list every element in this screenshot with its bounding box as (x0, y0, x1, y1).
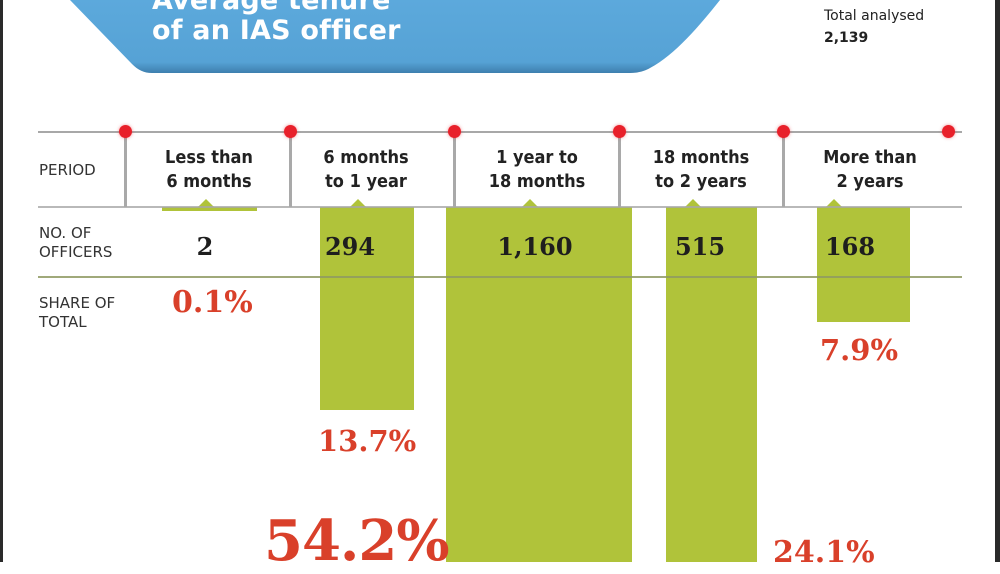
row-label-officers-line2: OFFICERS (39, 243, 113, 261)
period-header: 1 year to 18 months (462, 146, 612, 194)
period-line1: Less than (165, 147, 253, 168)
period-line1: 1 year to (496, 147, 578, 168)
officer-count: 1,160 (497, 232, 573, 261)
row-label-officers: NO. OF OFFICERS (39, 224, 112, 262)
officer-count: 168 (824, 232, 876, 261)
period-line1: More than (823, 147, 917, 168)
period-line2: 2 years (836, 171, 904, 192)
period-header: 18 months to 2 years (626, 146, 776, 194)
share-percent: 0.1% (172, 285, 253, 320)
chart-title: Average tenure of an IAS officer (152, 0, 401, 46)
bar-notch (685, 199, 701, 207)
marker-dot-icon (119, 125, 132, 138)
marker-dot-icon (448, 125, 461, 138)
bar-notch (826, 199, 842, 207)
bar-notch (522, 199, 538, 207)
bar-notch (198, 199, 214, 207)
period-header: 6 months to 1 year (291, 146, 441, 194)
title-line-2: of an IAS officer (152, 15, 401, 46)
period-line2: to 1 year (325, 171, 407, 192)
divider-post (453, 132, 456, 207)
divider-post (289, 132, 292, 207)
row-label-period: PERIOD (39, 161, 96, 179)
share-percent: 54.2% (264, 508, 450, 574)
row-label-share: SHARE OF TOTAL (39, 294, 115, 332)
divider-post (618, 132, 621, 207)
officer-count: 294 (324, 232, 376, 261)
period-header: More than 2 years (795, 146, 945, 194)
period-line1: 18 months (652, 147, 750, 168)
total-analysed-value: 2,139 (824, 30, 869, 46)
period-line2: 6 months (166, 171, 252, 192)
period-line1: 6 months (323, 147, 409, 168)
marker-dot-icon (777, 125, 790, 138)
period-line2: to 2 years (655, 171, 747, 192)
title-banner (70, 0, 720, 73)
share-percent: 7.9% (820, 333, 899, 367)
row-label-share-line2: TOTAL (39, 313, 87, 331)
marker-dot-icon (942, 125, 955, 138)
row-label-share-line1: SHARE OF (39, 294, 116, 312)
bar-less-than-6-months (162, 207, 257, 211)
divider-post (124, 132, 127, 207)
share-percent: 24.1% (773, 535, 875, 570)
frame-border-left (0, 0, 3, 562)
officer-count: 515 (674, 232, 726, 261)
total-analysed-label: Total analysed (824, 8, 925, 24)
bar-1-year-to-18-months (446, 207, 632, 562)
title-line-1: Average tenure (152, 0, 391, 16)
rule-top (38, 131, 962, 133)
rule-officers-bottom (38, 276, 962, 278)
bar-more-than-2-years (817, 207, 910, 322)
officer-count: 2 (196, 232, 214, 261)
divider-post (782, 132, 785, 207)
period-line2: 18 months (488, 171, 586, 192)
bar-notch (350, 199, 366, 207)
marker-dot-icon (284, 125, 297, 138)
rule-period-bottom (38, 206, 962, 208)
bar-18-months-to-2-years (666, 207, 757, 562)
share-percent: 13.7% (318, 424, 417, 458)
marker-dot-icon (613, 125, 626, 138)
row-label-officers-line1: NO. OF (39, 224, 92, 242)
period-header: Less than 6 months (134, 146, 284, 194)
bar-6-months-to-1-year (320, 207, 414, 410)
frame-border-right (995, 0, 1000, 562)
